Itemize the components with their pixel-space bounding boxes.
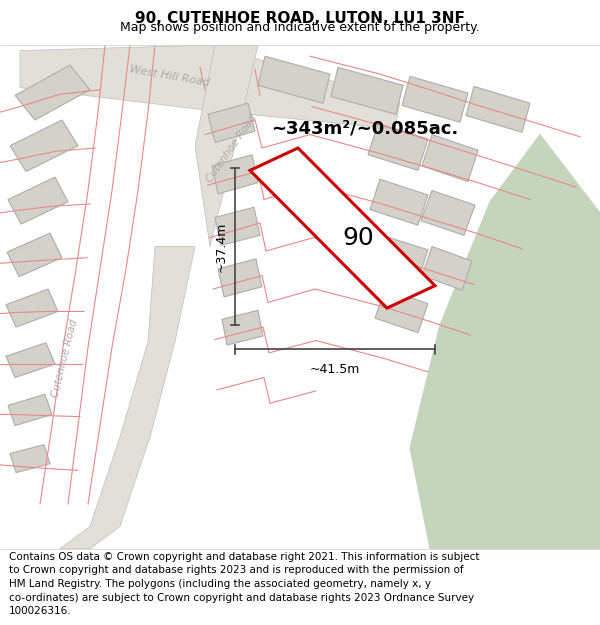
Polygon shape bbox=[20, 45, 400, 129]
Polygon shape bbox=[60, 246, 195, 549]
Polygon shape bbox=[250, 148, 435, 308]
Polygon shape bbox=[212, 155, 258, 194]
Polygon shape bbox=[402, 76, 468, 122]
Text: Map shows position and indicative extent of the property.: Map shows position and indicative extent… bbox=[120, 21, 480, 34]
Polygon shape bbox=[218, 259, 262, 297]
Polygon shape bbox=[6, 342, 55, 377]
Polygon shape bbox=[372, 235, 428, 280]
Text: Cutenhoe Road: Cutenhoe Road bbox=[205, 112, 259, 184]
Text: Cutenhoe Road: Cutenhoe Road bbox=[50, 318, 80, 399]
Polygon shape bbox=[8, 394, 52, 426]
Text: 90: 90 bbox=[342, 226, 374, 249]
Polygon shape bbox=[195, 45, 258, 246]
Polygon shape bbox=[10, 444, 50, 472]
Polygon shape bbox=[410, 134, 600, 549]
Polygon shape bbox=[8, 177, 68, 224]
Polygon shape bbox=[222, 310, 263, 345]
Polygon shape bbox=[10, 120, 78, 171]
Polygon shape bbox=[208, 103, 255, 142]
Text: 90, CUTENHOE ROAD, LUTON, LU1 3NF: 90, CUTENHOE ROAD, LUTON, LU1 3NF bbox=[135, 11, 465, 26]
Polygon shape bbox=[375, 289, 428, 332]
Polygon shape bbox=[15, 65, 90, 120]
Polygon shape bbox=[6, 289, 58, 327]
Text: ~37.4m: ~37.4m bbox=[215, 221, 228, 272]
Polygon shape bbox=[370, 179, 428, 225]
Text: ~41.5m: ~41.5m bbox=[310, 363, 360, 376]
Polygon shape bbox=[368, 123, 428, 171]
Polygon shape bbox=[466, 86, 530, 132]
Text: Contains OS data © Crown copyright and database right 2021. This information is : Contains OS data © Crown copyright and d… bbox=[9, 552, 479, 616]
Text: West Hill Road: West Hill Road bbox=[129, 64, 211, 88]
Polygon shape bbox=[331, 68, 403, 114]
Polygon shape bbox=[422, 246, 472, 290]
Polygon shape bbox=[215, 208, 260, 246]
Polygon shape bbox=[258, 56, 330, 103]
Polygon shape bbox=[422, 134, 478, 182]
Polygon shape bbox=[421, 191, 475, 235]
Text: ~343m²/~0.085ac.: ~343m²/~0.085ac. bbox=[271, 120, 458, 138]
Polygon shape bbox=[7, 233, 62, 277]
